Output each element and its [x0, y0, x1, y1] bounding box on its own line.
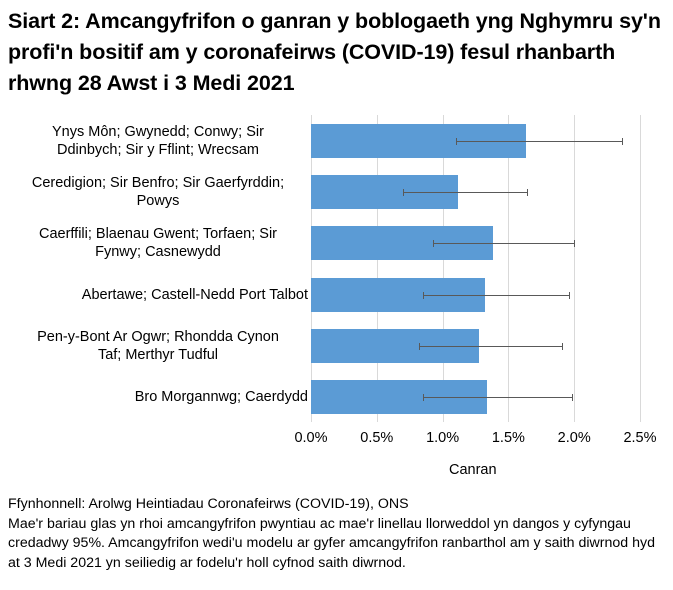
error-bar-cap — [571, 394, 573, 401]
error-bar-cap — [403, 189, 405, 197]
x-tick-label: 2.5% — [623, 430, 657, 446]
error-bar-cap — [574, 240, 576, 248]
error-bar — [418, 345, 563, 347]
category-label: Caerffili; Blaenau Gwent; Torfaen; Sir Fy… — [38, 226, 278, 261]
category-label: Ynys Môn; Gwynedd; Conwy; Sir Ddinbych; S… — [52, 124, 264, 158]
x-tick-label: 1.5% — [491, 430, 525, 446]
x-tick-label: 1.0% — [426, 430, 460, 446]
error-bar-cap — [422, 394, 424, 401]
error-bar-cap — [562, 342, 564, 350]
x-tick-label: 0.5% — [360, 430, 394, 446]
chart-title: Siart 2: Amcangyfrifon o ganran y boblog… — [8, 9, 661, 95]
error-bar-cap — [568, 291, 570, 299]
plot-area — [311, 115, 651, 422]
x-tick-label: 2.0% — [557, 430, 591, 446]
error-bar — [422, 397, 572, 398]
x-axis-label: Canran — [449, 462, 497, 478]
gridline — [640, 115, 641, 422]
error-bar — [455, 141, 622, 142]
error-bar — [422, 294, 569, 296]
error-bar-cap — [433, 240, 435, 248]
category-label: Pen-y-Bont Ar Ogwr; Rhondda Cynon Taf; Me… — [37, 328, 279, 363]
source-note: Ffynhonnell: Arolwg Heintiadau Coronafei… — [8, 496, 409, 512]
x-tick-label: 0.0% — [294, 430, 328, 446]
gridline — [311, 115, 312, 422]
error-bar-cap — [422, 291, 424, 299]
error-bar-cap — [418, 342, 420, 350]
error-bar — [403, 192, 527, 194]
gridline — [574, 115, 575, 422]
category-label: Ceredigion; Sir Benfro; Sir Gaerfyrddin;… — [31, 175, 285, 210]
chart-footer: Ffynhonnell: Arolwg Heintiadau Coronafei… — [8, 495, 668, 573]
error-bar-cap — [455, 138, 457, 145]
gridline — [377, 115, 378, 422]
category-label: Abertawe; Castell-Nedd Port Talbot — [81, 286, 308, 303]
error-bar-cap — [526, 189, 528, 197]
error-bar-cap — [621, 138, 623, 145]
gridline — [508, 115, 509, 422]
error-bar — [433, 243, 575, 245]
methodology-note: Mae'r bariau glas yn rhoi amcangyfrifon … — [8, 515, 655, 571]
category-label: Bro Morgannwg; Caerdydd — [134, 389, 308, 405]
gridline — [443, 115, 444, 422]
